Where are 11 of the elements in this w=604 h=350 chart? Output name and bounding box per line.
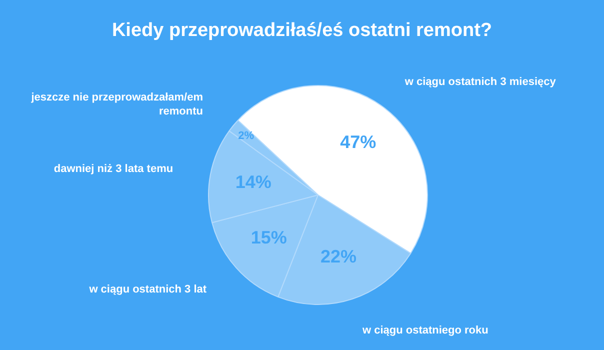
slice-label: dawniej niż 3 lata temu: [54, 162, 174, 175]
data-label: 22%: [320, 246, 357, 266]
slice-label: w ciągu ostatniego roku: [361, 324, 488, 336]
chart-title: Kiedy przeprowadziłaś/eś ostatni remont?: [110, 20, 494, 42]
slice-label: w ciągu ostatnich 3 miesięcy: [404, 76, 557, 88]
slice-label: jeszcze nie przeprowadzałam/em remontu: [30, 92, 204, 118]
slice-label: w ciągu ostatnich 3 lat: [88, 284, 207, 296]
data-label: 2%: [238, 130, 254, 142]
data-label: 47%: [340, 132, 376, 152]
data-label: 14%: [235, 172, 272, 192]
data-label: 15%: [250, 228, 287, 248]
